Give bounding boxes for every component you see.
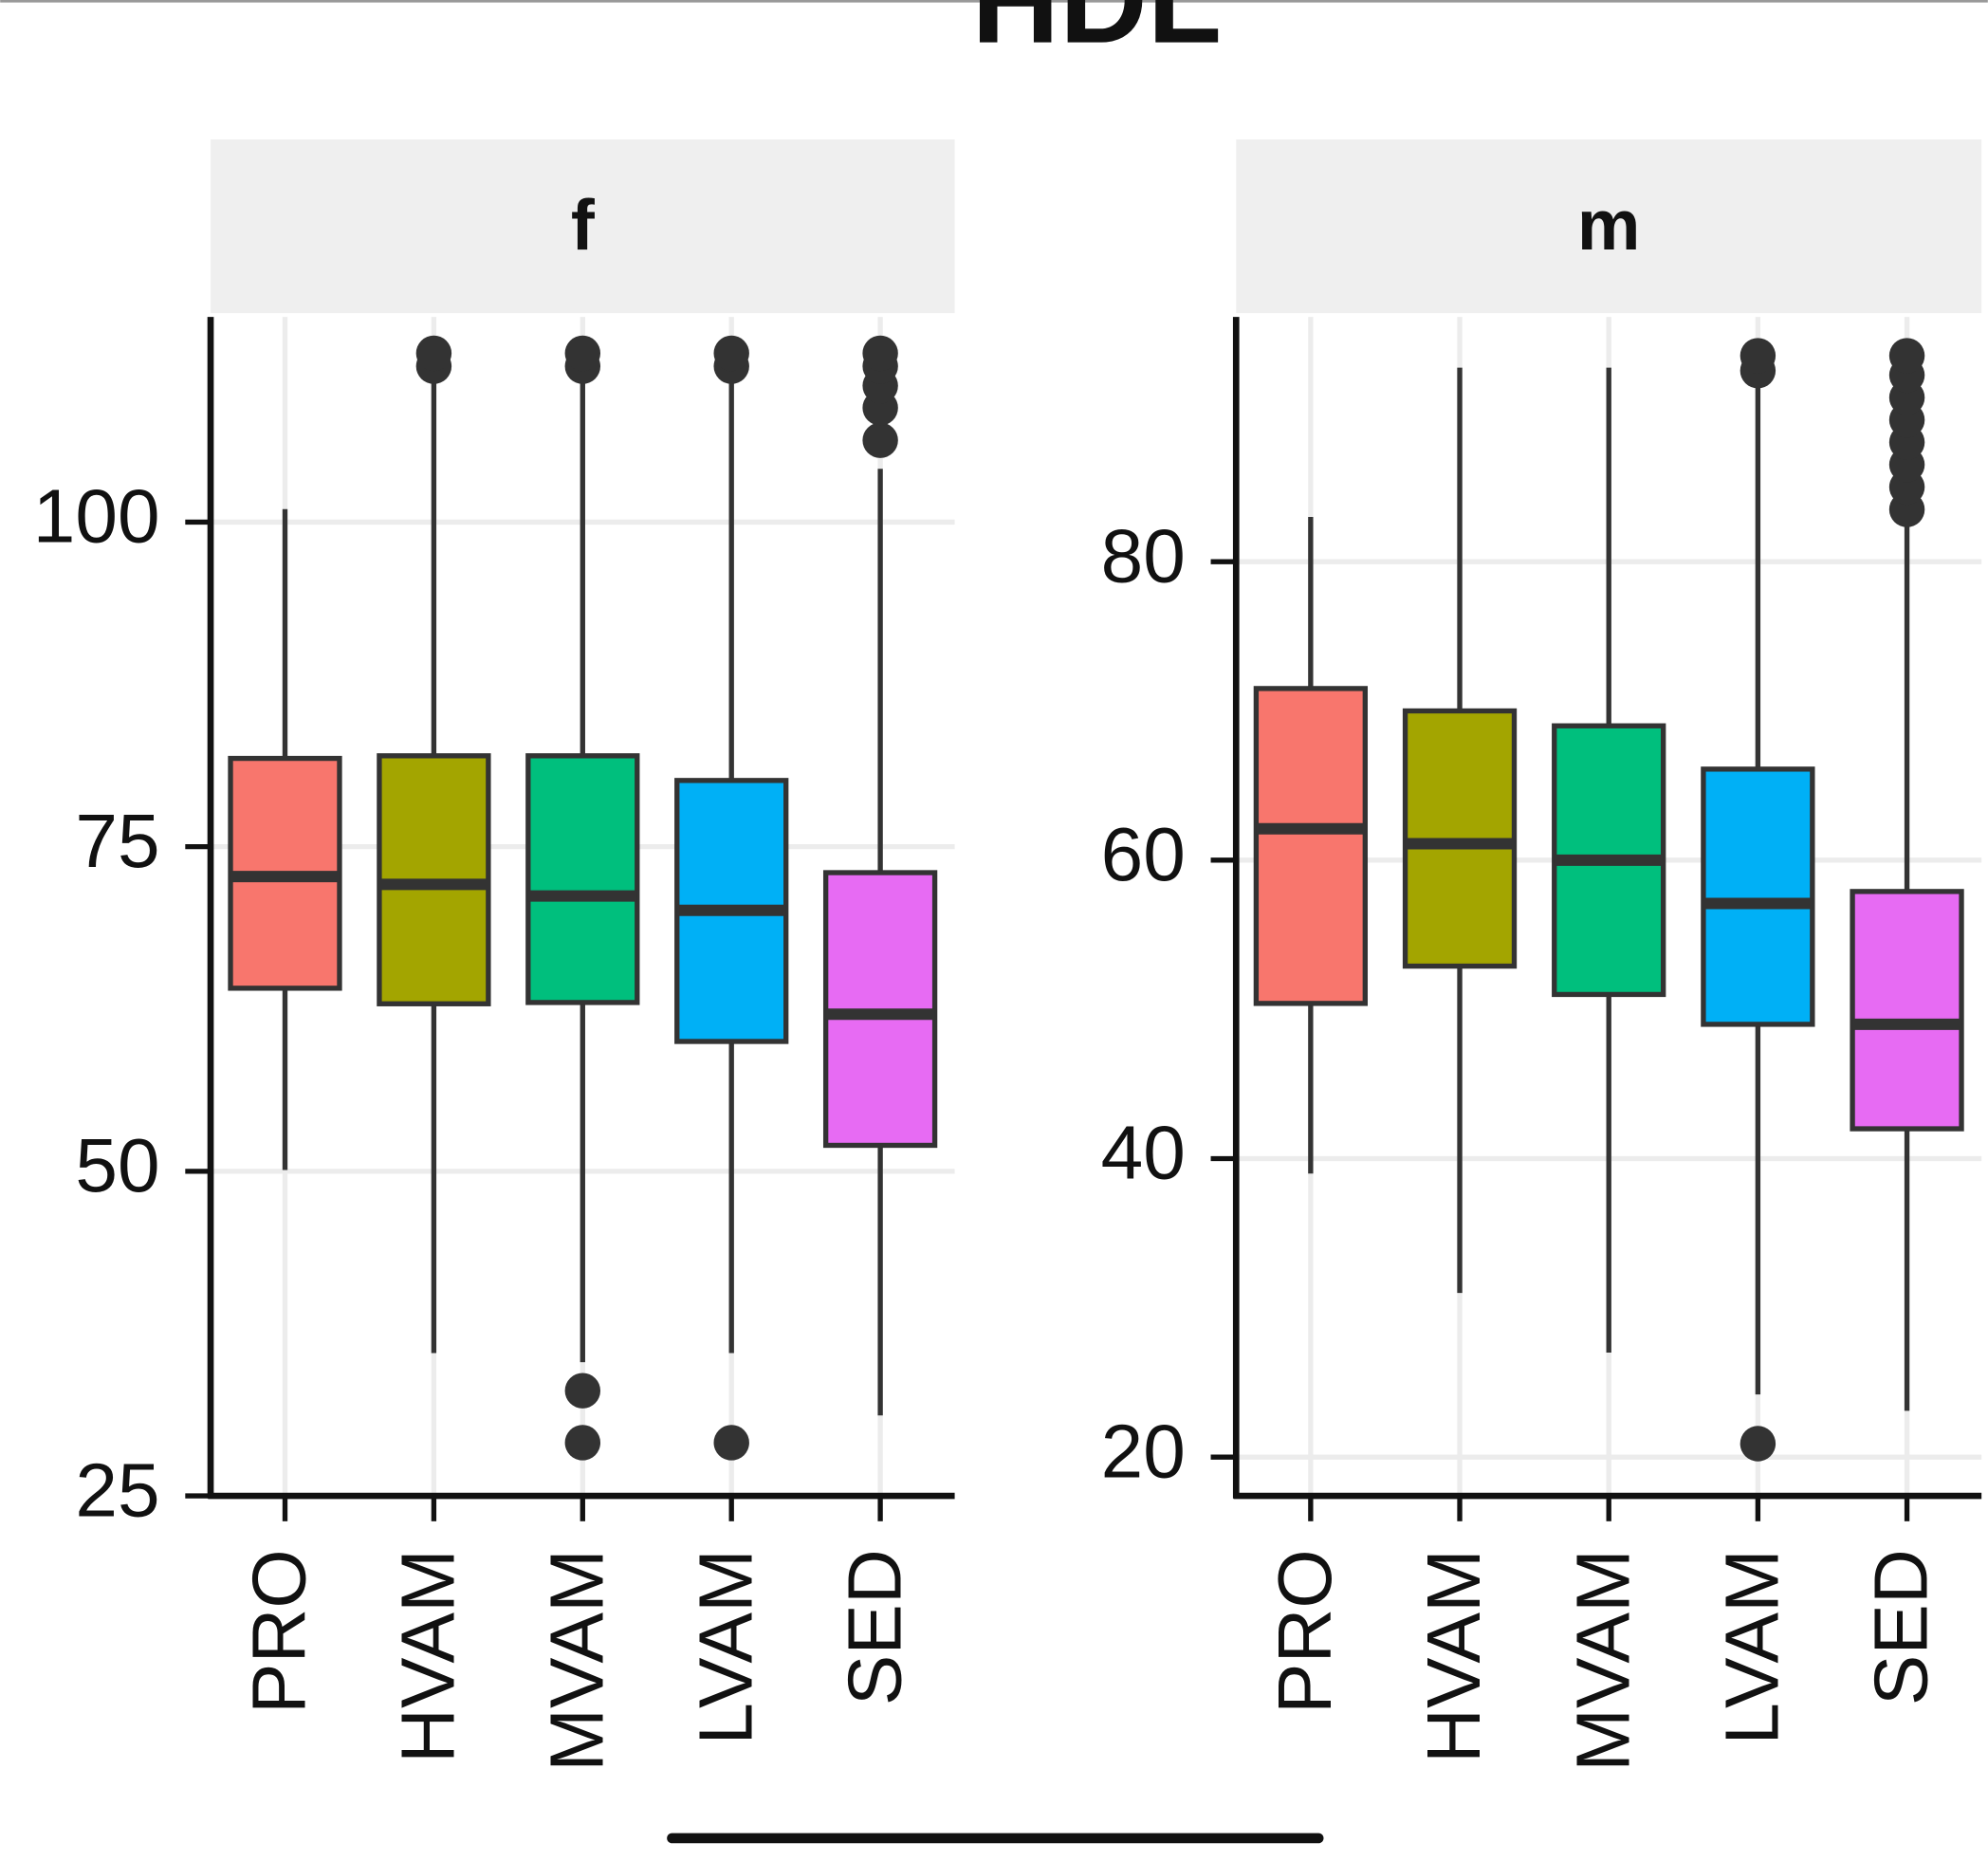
x-tick-label: SED [831, 1549, 916, 1705]
strip [1236, 139, 1982, 314]
x-tick-label: LVAM [682, 1549, 767, 1744]
x-tick-label: MVAM [533, 1549, 618, 1772]
strip-label: f [571, 185, 596, 265]
outlier [564, 1425, 601, 1461]
x-tick-label: HVAM [1410, 1549, 1496, 1763]
y-tick-label: 25 [75, 1446, 159, 1532]
outlier [1740, 338, 1776, 374]
strip [211, 139, 955, 314]
outlier [862, 335, 898, 372]
x-tick-label: MVAM [1559, 1549, 1645, 1772]
outlier [862, 422, 898, 458]
outlier [713, 1425, 749, 1461]
outlier [713, 335, 749, 372]
box [1850, 889, 1964, 1132]
outlier [415, 335, 452, 372]
x-tick-label: PRO [1261, 1549, 1347, 1714]
outlier [1740, 1426, 1776, 1462]
y-tick-label: 80 [1101, 512, 1186, 598]
y-tick-label: 20 [1101, 1408, 1186, 1493]
y-tick-label: 75 [75, 798, 159, 883]
x-tick-label: SED [1858, 1549, 1943, 1705]
chart-title: HDL [971, 0, 1222, 69]
y-tick-label: 50 [75, 1122, 159, 1207]
outlier [564, 335, 601, 372]
y-tick-label: 100 [33, 473, 160, 559]
outlier [1888, 338, 1925, 374]
box [1701, 766, 1815, 1027]
y-tick-label: 40 [1101, 1110, 1186, 1195]
strip-label: m [1577, 185, 1641, 265]
outlier [564, 1373, 601, 1409]
x-tick-label: LVAM [1709, 1549, 1795, 1744]
box [525, 753, 640, 1005]
y-tick-label: 60 [1101, 811, 1186, 896]
x-tick-label: PRO [236, 1549, 322, 1714]
box [1253, 686, 1369, 1006]
x-tick-label: HVAM [385, 1549, 470, 1763]
